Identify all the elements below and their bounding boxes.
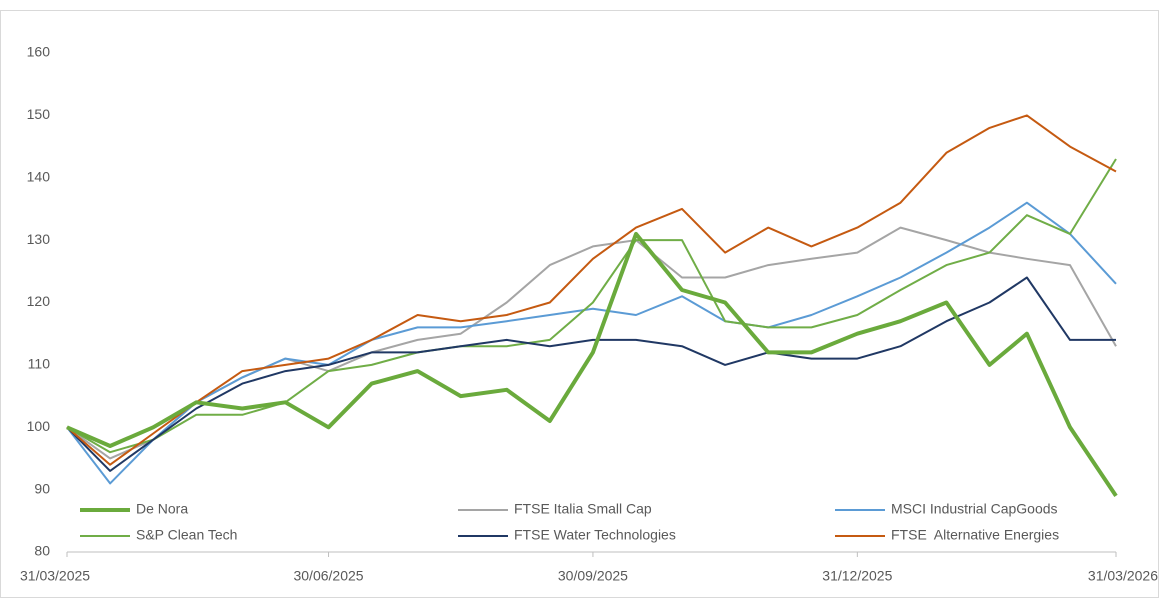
x-tick-label: 31/03/2026: [1088, 568, 1158, 584]
legend-label: MSCI Industrial CapGoods: [891, 501, 1058, 517]
series-line: [66, 276, 1116, 472]
x-tick-label: 30/09/2025: [558, 568, 628, 584]
x-tick-label: 31/03/2025: [20, 568, 90, 584]
series-line: [66, 158, 1117, 454]
series-line: [66, 231, 1118, 498]
y-tick-label: 120: [27, 293, 51, 309]
series-line: [66, 201, 1117, 485]
y-tick-label: 80: [34, 543, 50, 559]
legend-label: FTSE Water Technologies: [514, 527, 676, 543]
legend-label: De Nora: [136, 501, 188, 517]
legend-label: FTSE Alternative Energies: [891, 527, 1059, 543]
chart-border: [0, 10, 1159, 598]
x-tick-label: 31/12/2025: [822, 568, 892, 584]
series-line: [66, 114, 1117, 466]
y-tick-label: 110: [28, 356, 51, 372]
y-tick-label: 130: [27, 231, 51, 247]
y-tick-label: 140: [27, 168, 51, 184]
y-tick-label: 100: [27, 418, 51, 434]
y-tick-label: 90: [34, 480, 50, 496]
y-tick-label: 160: [27, 44, 51, 60]
x-tick-label: 30/06/2025: [293, 568, 363, 584]
y-tick-label: 150: [27, 106, 51, 122]
legend-label: FTSE Italia Small Cap: [514, 501, 652, 517]
legend-label: S&P Clean Tech: [136, 527, 237, 543]
